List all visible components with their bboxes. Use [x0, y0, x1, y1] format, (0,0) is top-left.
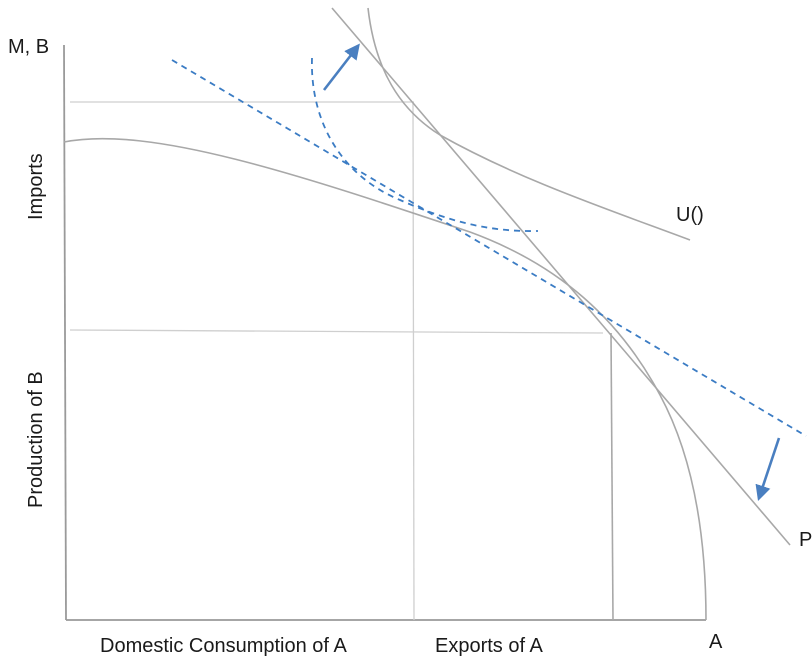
dashed-indifference-curve	[311, 57, 539, 232]
utility-curve-label: U()	[676, 204, 704, 226]
indifference-curve	[367, 7, 691, 241]
consumption-guide-vertical	[412, 101, 415, 621]
production-possibility-frontier	[63, 137, 707, 621]
y-axis-production-label: Production of B	[25, 371, 47, 508]
x-axis-end-label: A	[709, 631, 723, 653]
shift-up-arrow	[322, 43, 360, 91]
production-guide-horizontal	[69, 329, 604, 334]
production-guide-vertical	[610, 332, 614, 621]
dashed-price-line	[171, 59, 807, 437]
price-line	[331, 7, 791, 546]
shift-down-arrow	[755, 437, 781, 501]
y-axis	[63, 44, 67, 621]
price-line-label: P	[799, 529, 812, 551]
y-axis-top-label: M, B	[8, 36, 49, 58]
x-axis-domestic-label: Domestic Consumption of A	[100, 635, 347, 657]
y-axis-imports-label: Imports	[25, 153, 47, 220]
x-axis-exports-label: Exports of A	[435, 635, 543, 657]
